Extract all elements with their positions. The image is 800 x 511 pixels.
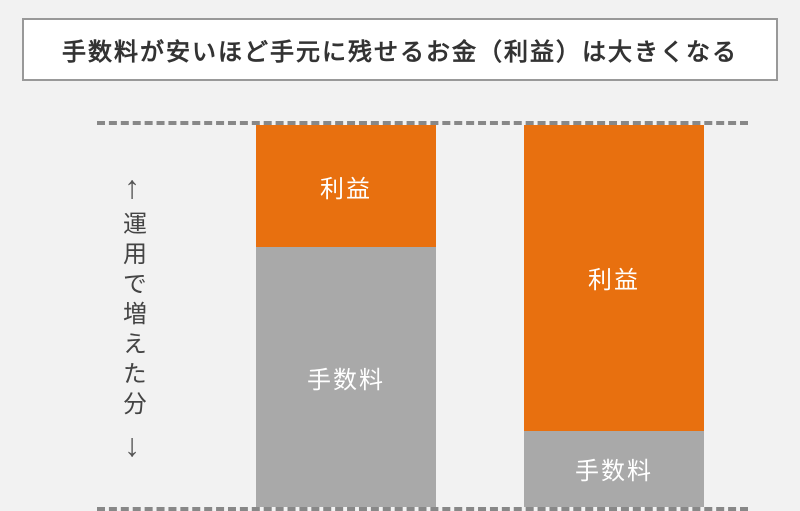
bar2-profit-label: 利益 xyxy=(588,260,640,295)
bar1-profit-segment: 利益 xyxy=(256,125,436,247)
y-axis-label-group: ↑ 運用で増えた分 ↓ xyxy=(117,131,147,501)
title-box: 手数料が安いほど手元に残せるお金（利益）は大きくなる xyxy=(22,18,778,81)
bars-container: 利益 手数料 利益 手数料 xyxy=(212,125,748,507)
title-text: 手数料が安いほど手元に残せるお金（利益）は大きくなる xyxy=(62,39,738,66)
bar1-fee-label: 手数料 xyxy=(307,360,385,395)
bar-high-fee: 利益 手数料 xyxy=(256,125,436,507)
bottom-dashed-line xyxy=(97,507,748,511)
y-axis-label: 運用で増えた分 xyxy=(115,211,150,421)
bar-low-fee: 利益 手数料 xyxy=(524,125,704,507)
bar1-fee-segment: 手数料 xyxy=(256,247,436,507)
arrow-down-icon: ↓ xyxy=(124,429,140,461)
bar2-profit-segment: 利益 xyxy=(524,125,704,431)
chart-area: ↑ 運用で増えた分 ↓ 利益 手数料 利益 手数料 xyxy=(22,121,778,511)
bar2-fee-segment: 手数料 xyxy=(524,431,704,507)
bar2-fee-label: 手数料 xyxy=(575,451,653,486)
bar1-profit-label: 利益 xyxy=(320,169,372,204)
arrow-up-icon: ↑ xyxy=(124,171,140,203)
